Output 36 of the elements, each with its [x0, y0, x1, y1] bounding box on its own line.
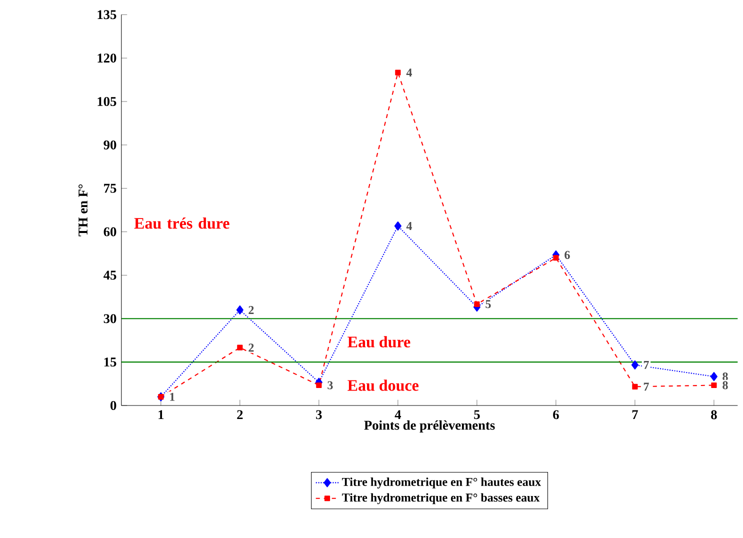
- legend-label: Titre hydrometrique en F° hautes eaux: [342, 478, 541, 489]
- y-tick-label: 60: [104, 228, 116, 237]
- y-tick-label: 75: [104, 184, 116, 194]
- x-tick-label: 8: [711, 410, 717, 420]
- y-tick-label: 0: [110, 401, 116, 410]
- annotation: 5: [486, 300, 491, 308]
- annotation: 2: [248, 306, 254, 314]
- annotation: 2: [248, 344, 254, 352]
- x-axis-title: Points de prélèvements: [364, 420, 495, 433]
- annotation: 4: [406, 222, 412, 230]
- annotation: Eau dure: [348, 336, 410, 348]
- annotation: 1: [170, 393, 175, 401]
- annotation: 7: [644, 382, 649, 391]
- x-tick-label: 7: [632, 410, 638, 420]
- y-tick-label: 90: [104, 140, 116, 150]
- x-tick-label: 1: [158, 410, 164, 420]
- y-tick-label: 105: [98, 97, 116, 106]
- annotation: 7: [644, 361, 649, 370]
- y-tick-label: 15: [104, 358, 116, 367]
- y-tick-label: 120: [98, 54, 116, 63]
- y-tick-label: 30: [104, 314, 116, 324]
- annotation: 8: [722, 381, 728, 390]
- y-axis-title: TH en F°: [78, 184, 88, 236]
- y-tick-label: 135: [98, 10, 116, 20]
- x-tick-label: 2: [237, 410, 243, 420]
- x-tick-label: 3: [316, 410, 322, 420]
- annotation: 4: [406, 68, 412, 77]
- annotation: 6: [564, 251, 570, 260]
- y-tick-label: 45: [104, 270, 116, 280]
- legend-label: Titre hydrometrique en F° basses eaux: [342, 493, 540, 504]
- x-tick-label: 4: [394, 410, 402, 420]
- annotation: 3: [328, 381, 333, 390]
- x-tick-label: 5: [474, 410, 480, 420]
- annotation: Eau douce: [348, 380, 419, 392]
- annotation: Eau trés dure: [134, 218, 230, 229]
- x-tick-label: 6: [553, 410, 559, 420]
